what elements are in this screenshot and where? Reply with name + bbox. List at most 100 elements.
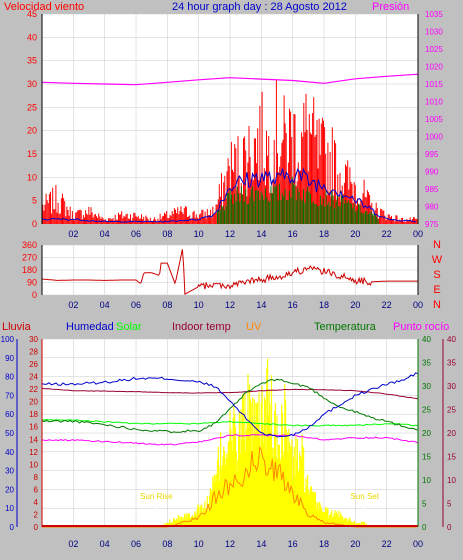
x-tick-label: 18: [319, 300, 329, 310]
humedad-tick-label: 28: [29, 348, 38, 357]
x-tick-label: 16: [288, 300, 298, 310]
x-tick-label: 00: [413, 229, 423, 239]
x-tick-label: 08: [162, 229, 172, 239]
pressure-tick-label: 1035: [425, 10, 443, 19]
humedad-tick-label: 10: [29, 460, 38, 469]
lluvia-tick-label: 10: [5, 504, 14, 513]
humedad-tick-label: 20: [29, 398, 38, 407]
temperatura-tick-label: 5: [422, 500, 427, 509]
wind-panel-axes: 0510152025303540459759809859909951000100…: [27, 9, 443, 239]
pressure-axis-title: Presión: [372, 1, 409, 13]
legend-temperatura: Temperatura: [314, 321, 377, 333]
climate-panel-data: Sun Rise Sun Set: [41, 358, 419, 528]
x-tick-label: 08: [162, 300, 172, 310]
compass-label: W: [432, 254, 443, 266]
x-tick-label: 14: [256, 300, 266, 310]
pressure-tick-label: 1000: [425, 133, 443, 142]
solar-line: [41, 418, 419, 427]
wind-tick-label: 25: [27, 102, 37, 112]
temperatura-tick-label: 10: [422, 476, 431, 485]
x-tick-label: 02: [68, 300, 78, 310]
wind-direction-line: [41, 249, 418, 295]
x-tick-label: 02: [68, 539, 78, 549]
x-tick-label: 10: [194, 229, 204, 239]
legend-lluvia: Lluvia: [2, 321, 32, 333]
dewpoint-tick-label: 30: [447, 382, 456, 391]
lluvia-tick-label: 70: [5, 391, 14, 400]
wind-tick-label: 5: [32, 196, 37, 206]
direction-tick-label: 0: [32, 290, 37, 300]
pressure-tick-label: 1030: [425, 28, 443, 37]
temperatura-tick-label: 20: [422, 429, 431, 438]
pressure-tick-label: 1010: [425, 98, 443, 107]
pressure-tick-label: 1015: [425, 80, 443, 89]
direction-panel-grid: [42, 244, 419, 296]
temperatura-tick-label: 15: [422, 453, 431, 462]
x-tick-label: 22: [382, 300, 392, 310]
humedad-tick-label: 14: [29, 435, 38, 444]
dewpoint-tick-label: 5: [447, 500, 452, 509]
humedad-tick-label: 0: [34, 523, 39, 532]
dewpoint-tick-label: 10: [447, 476, 456, 485]
humedad-tick-label: 22: [29, 385, 38, 394]
wind-average-line: [41, 167, 417, 223]
wind-axis-title: Velocidad viento: [4, 1, 84, 13]
x-tick-label: 04: [100, 229, 110, 239]
x-tick-label: 20: [350, 229, 360, 239]
legend-humedad: Humedad: [66, 321, 114, 333]
x-tick-label: 06: [131, 300, 141, 310]
chart-title: 24 hour graph day : 28 Agosto 2012: [172, 1, 347, 13]
x-tick-label: 12: [225, 229, 235, 239]
pressure-tick-label: 1025: [425, 45, 443, 54]
x-tick-label: 06: [131, 229, 141, 239]
wind-tick-label: 15: [27, 149, 37, 159]
x-tick-label: 22: [382, 539, 392, 549]
humidity-line: [41, 372, 419, 438]
x-tick-label: 00: [413, 539, 423, 549]
humedad-tick-label: 18: [29, 410, 38, 419]
sunrise-label: Sun Rise: [140, 492, 173, 501]
x-tick-label: 14: [256, 539, 266, 549]
temperature-line: [41, 378, 419, 434]
direction-tick-label: 270: [22, 253, 37, 263]
x-tick-label: 22: [382, 229, 392, 239]
lluvia-tick-label: 60: [5, 410, 14, 419]
pressure-tick-label: 1020: [425, 63, 443, 72]
wind-tick-label: 30: [27, 79, 37, 89]
humedad-tick-label: 16: [29, 423, 38, 432]
humedad-tick-label: 4: [34, 498, 39, 507]
indoor-temp-line: [41, 387, 419, 400]
lluvia-tick-label: 50: [5, 429, 14, 438]
humedad-tick-label: 30: [29, 335, 38, 344]
compass-label: N: [433, 299, 441, 311]
compass-label: N: [433, 239, 441, 251]
humedad-tick-label: 6: [34, 485, 39, 494]
pressure-line: [41, 73, 419, 86]
x-tick-label: 04: [100, 300, 110, 310]
dewpoint-line: [41, 434, 419, 446]
x-tick-label: 02: [68, 229, 78, 239]
lluvia-tick-label: 90: [5, 354, 14, 363]
direction-panel-data: [41, 249, 418, 295]
pressure-tick-label: 980: [425, 203, 439, 212]
pressure-tick-label: 975: [425, 220, 439, 229]
pressure-tick-label: 985: [425, 185, 439, 194]
wind-panel-data: [41, 73, 419, 224]
x-tick-label: 16: [288, 229, 298, 239]
pressure-tick-label: 995: [425, 150, 439, 159]
x-tick-label: 18: [319, 229, 329, 239]
direction-tick-label: 180: [22, 265, 37, 275]
pressure-tick-label: 990: [425, 168, 439, 177]
x-tick-label: 16: [288, 539, 298, 549]
wind-tick-label: 45: [27, 9, 37, 19]
x-tick-label: 14: [256, 229, 266, 239]
wind-tick-label: 10: [27, 172, 37, 182]
wind-tick-label: 20: [27, 126, 37, 136]
direction-tick-label: 360: [22, 240, 37, 250]
x-tick-label: 04: [100, 539, 110, 549]
humedad-tick-label: 2: [34, 510, 39, 519]
humedad-tick-label: 12: [29, 448, 38, 457]
x-tick-label: 00: [413, 300, 423, 310]
